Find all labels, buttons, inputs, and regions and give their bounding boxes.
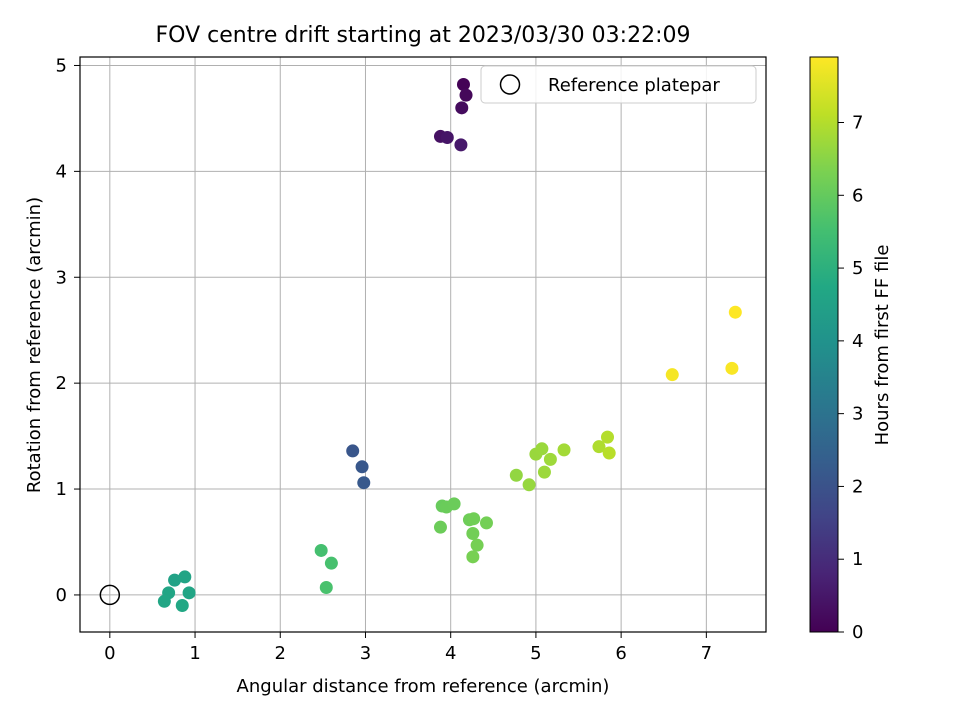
colorbar-ticks: 0 1 2 3 4 5 6 7 [838, 113, 863, 643]
data-point [454, 138, 468, 152]
colorbar-gradient [809, 56, 839, 633]
colorbar-tick-label: 3 [852, 404, 863, 425]
data-point [522, 478, 536, 492]
colorbar-tick-label: 0 [852, 622, 863, 643]
data-point [319, 581, 333, 595]
data-point [467, 512, 481, 526]
y-tick-label: 3 [56, 267, 67, 288]
data-point [447, 497, 461, 511]
plot-frame [79, 56, 767, 633]
data-point [346, 444, 360, 458]
data-point [440, 130, 454, 144]
colorbar-tick-label: 7 [852, 113, 863, 134]
colorbar-tick-label: 2 [852, 476, 863, 497]
x-tick-label: 7 [701, 643, 712, 664]
x-axis-label: Angular distance from reference (arcmin) [237, 676, 610, 697]
y-tick-label: 2 [56, 373, 67, 394]
data-point [543, 452, 557, 466]
data-point [157, 594, 171, 608]
colorbar-tick-label: 1 [852, 549, 863, 570]
y-tick-label: 5 [56, 55, 67, 76]
data-point [600, 430, 614, 444]
data-point [314, 543, 328, 557]
colorbar-tick-label: 4 [852, 331, 863, 352]
x-tick-label: 0 [104, 643, 115, 664]
data-point [324, 556, 338, 570]
legend-reference-marker-icon [499, 74, 521, 95]
x-tick-label: 6 [615, 643, 626, 664]
data-point [537, 465, 551, 479]
x-tick-label: 3 [360, 643, 371, 664]
colorbar: 0 1 2 3 4 5 6 7 Hours from first FF file [809, 56, 893, 643]
data-point [175, 599, 189, 613]
data-point [456, 78, 470, 92]
data-point [725, 361, 739, 375]
data-point [535, 442, 549, 456]
data-point [178, 570, 192, 584]
legend-box [480, 65, 757, 104]
x-tick-label: 5 [530, 643, 541, 664]
reference-platepar-marker [99, 584, 121, 606]
y-axis-label: Rotation from reference (arcmin) [24, 197, 45, 493]
data-point [602, 446, 616, 460]
data-point [728, 305, 742, 319]
legend: Reference platepar [480, 65, 757, 104]
data-point [459, 88, 473, 102]
legend-label-reference-platepar: Reference platepar [548, 75, 720, 96]
data-points [157, 78, 742, 613]
colorbar-tick-label: 6 [852, 185, 863, 206]
x-tick-label: 4 [445, 643, 456, 664]
data-point [355, 460, 369, 474]
x-tick-label: 2 [275, 643, 286, 664]
y-tick-label: 0 [56, 585, 67, 606]
data-point [357, 476, 371, 490]
data-point [592, 440, 606, 454]
y-axis-ticks: 0 1 2 3 4 5 [56, 55, 80, 606]
data-point [455, 101, 469, 115]
y-tick-label: 4 [56, 161, 67, 182]
y-tick-label: 1 [56, 479, 67, 500]
x-axis-ticks: 0 1 2 3 4 5 6 7 [104, 632, 712, 664]
chart-title: FOV centre drift starting at 2023/03/30 … [156, 23, 691, 48]
data-point [182, 586, 196, 600]
grid-lines [80, 57, 766, 632]
data-point [168, 573, 182, 587]
colorbar-label: Hours from first FF file [872, 245, 893, 446]
data-point [466, 550, 480, 564]
data-point [557, 443, 571, 457]
x-tick-label: 1 [189, 643, 200, 664]
reference-marker-group [99, 584, 121, 606]
colorbar-tick-label: 5 [852, 258, 863, 279]
data-point [433, 520, 447, 534]
data-point [509, 468, 523, 482]
data-point [470, 538, 484, 552]
data-point [479, 516, 493, 530]
data-point [466, 527, 480, 541]
data-point [665, 368, 679, 382]
